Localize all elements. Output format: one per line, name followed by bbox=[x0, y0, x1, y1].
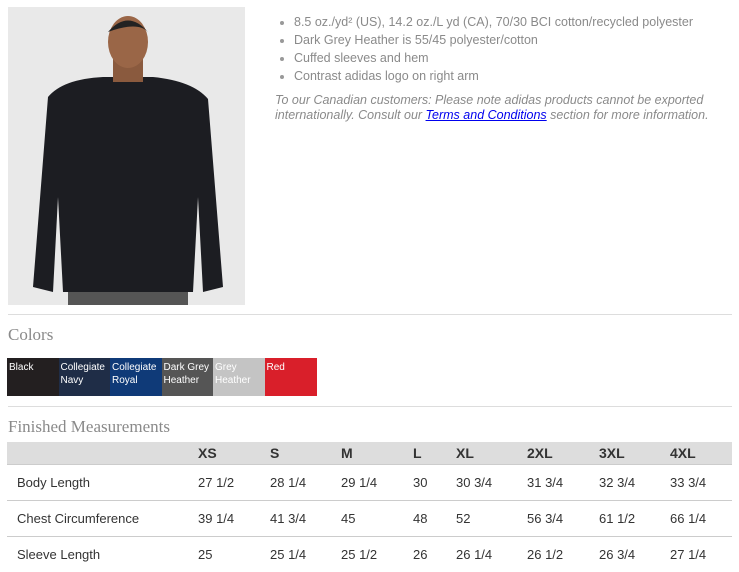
color-swatch[interactable]: Grey Heather bbox=[213, 358, 265, 396]
divider bbox=[8, 314, 732, 315]
size-header: M bbox=[341, 442, 413, 465]
measurement-cell: 26 3/4 bbox=[599, 537, 670, 572]
measurement-cell: 41 3/4 bbox=[270, 501, 341, 537]
product-photo bbox=[8, 7, 245, 305]
measurement-cell: 32 3/4 bbox=[599, 465, 670, 501]
divider bbox=[8, 406, 732, 407]
colors-heading: Colors bbox=[8, 325, 53, 345]
measurement-cell: 39 1/4 bbox=[198, 501, 270, 537]
measurement-cell: 27 1/2 bbox=[198, 465, 270, 501]
measurement-cell: 29 1/4 bbox=[341, 465, 413, 501]
measurement-cell: 26 bbox=[413, 537, 456, 572]
measurement-cell: 28 1/4 bbox=[270, 465, 341, 501]
color-swatch[interactable]: Collegiate Royal bbox=[110, 358, 162, 396]
size-header: 2XL bbox=[527, 442, 599, 465]
color-swatch[interactable]: Dark Grey Heather bbox=[162, 358, 214, 396]
measurement-cell: 45 bbox=[341, 501, 413, 537]
size-header: XL bbox=[456, 442, 527, 465]
measurement-cell: 25 1/2 bbox=[341, 537, 413, 572]
measurement-cell: 30 bbox=[413, 465, 456, 501]
measurement-cell: 52 bbox=[456, 501, 527, 537]
size-header: 4XL bbox=[670, 442, 732, 465]
feature-item: Dark Grey Heather is 55/45 polyester/cot… bbox=[294, 33, 715, 47]
size-header: XS bbox=[198, 442, 270, 465]
measurement-cell: 25 bbox=[198, 537, 270, 572]
row-label: Chest Circumference bbox=[7, 501, 198, 537]
product-details: 8.5 oz./yd² (US), 14.2 oz./L yd (CA), 70… bbox=[275, 15, 715, 123]
measurement-cell: 56 3/4 bbox=[527, 501, 599, 537]
feature-item: Contrast adidas logo on right arm bbox=[294, 69, 715, 83]
size-header: L bbox=[413, 442, 456, 465]
measurement-cell: 66 1/4 bbox=[670, 501, 732, 537]
measurement-cell: 27 1/4 bbox=[670, 537, 732, 572]
measurement-cell: 26 1/2 bbox=[527, 537, 599, 572]
measurement-cell: 61 1/2 bbox=[599, 501, 670, 537]
row-label: Body Length bbox=[7, 465, 198, 501]
feature-item: 8.5 oz./yd² (US), 14.2 oz./L yd (CA), 70… bbox=[294, 15, 715, 29]
row-label: Sleeve Length bbox=[7, 537, 198, 572]
note-text-end: section for more information. bbox=[547, 108, 709, 122]
measurement-cell: 33 3/4 bbox=[670, 465, 732, 501]
color-swatch[interactable]: Collegiate Navy bbox=[59, 358, 111, 396]
measurement-cell: 25 1/4 bbox=[270, 537, 341, 572]
color-swatch[interactable]: Black bbox=[7, 358, 59, 396]
feature-item: Cuffed sleeves and hem bbox=[294, 51, 715, 65]
canadian-note: To our Canadian customers: Please note a… bbox=[275, 93, 715, 123]
size-header: 3XL bbox=[599, 442, 670, 465]
measurement-cell: 30 3/4 bbox=[456, 465, 527, 501]
terms-link[interactable]: Terms and Conditions bbox=[426, 108, 547, 122]
measurement-cell: 48 bbox=[413, 501, 456, 537]
measurement-cell: 26 1/4 bbox=[456, 537, 527, 572]
size-header: S bbox=[270, 442, 341, 465]
measurements-heading: Finished Measurements bbox=[8, 417, 170, 437]
color-swatch[interactable]: Red bbox=[265, 358, 317, 396]
measurement-cell: 31 3/4 bbox=[527, 465, 599, 501]
